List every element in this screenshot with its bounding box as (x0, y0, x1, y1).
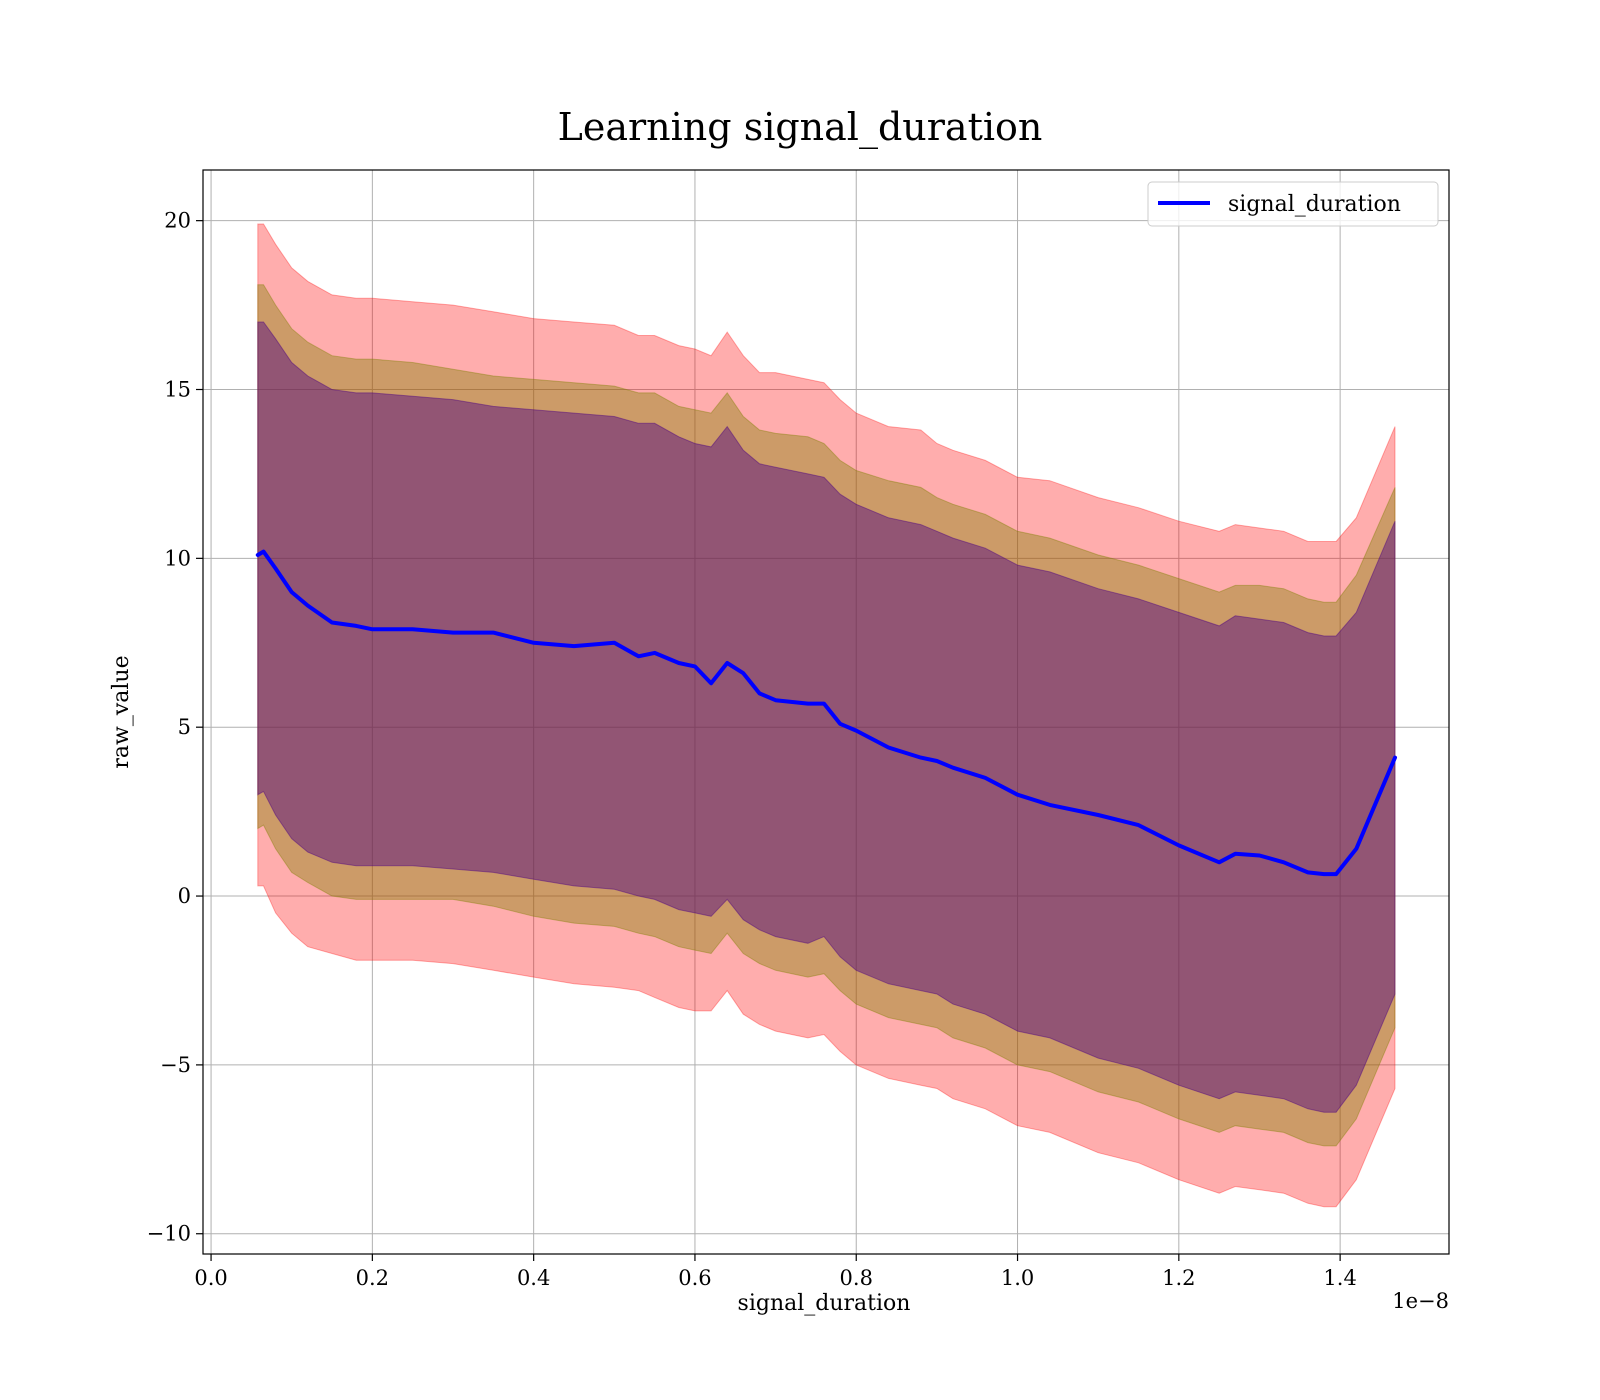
x-tick-label-0: 0.0 (194, 1266, 227, 1290)
chart-title: Learning signal_duration (558, 105, 1043, 150)
plot-area-frame (202, 169, 1450, 1255)
grid (203, 170, 1449, 1254)
x-tick-label-5: 1.0 (1001, 1266, 1034, 1290)
legend: signal_duration (1147, 181, 1439, 227)
x-axis-label: signal_duration (738, 1291, 911, 1316)
axis-ticks: 0.0 0.2 0.4 0.6 0.8 1.0 1.2 1.4 −10 −5 0 5 10 15 20 (147, 209, 1357, 1290)
x-tick-label-7: 1.4 (1323, 1266, 1356, 1290)
band-1 (257, 284, 1396, 1147)
legend-frame (1147, 181, 1439, 227)
x-tick-label-3: 0.6 (678, 1266, 711, 1290)
x-tick-label-6: 1.2 (1162, 1266, 1195, 1290)
y-axis-label: raw_value (109, 655, 134, 768)
band-0 (257, 223, 1396, 1208)
legend-label-signal-duration: signal_duration (1228, 192, 1401, 217)
band-2 (257, 321, 1396, 1113)
series-lines (255, 549, 1397, 877)
y-tick-label-6: 20 (164, 209, 191, 233)
series-line-0 (255, 549, 1397, 877)
x-tick-label-2: 0.4 (517, 1266, 550, 1290)
y-tick-label-1: −5 (160, 1053, 191, 1077)
y-tick-label-4: 10 (164, 546, 191, 570)
x-tick-label-4: 0.8 (840, 1266, 873, 1290)
uncertainty-bands (257, 223, 1396, 1208)
y-tick-label-5: 15 (164, 378, 191, 402)
y-tick-label-0: −10 (147, 1222, 191, 1246)
x-tick-label-1: 0.2 (356, 1266, 389, 1290)
x-axis-offset-text: 1e−8 (1392, 1289, 1449, 1313)
y-tick-label-2: 0 (178, 884, 191, 908)
y-tick-label-3: 5 (178, 715, 191, 739)
